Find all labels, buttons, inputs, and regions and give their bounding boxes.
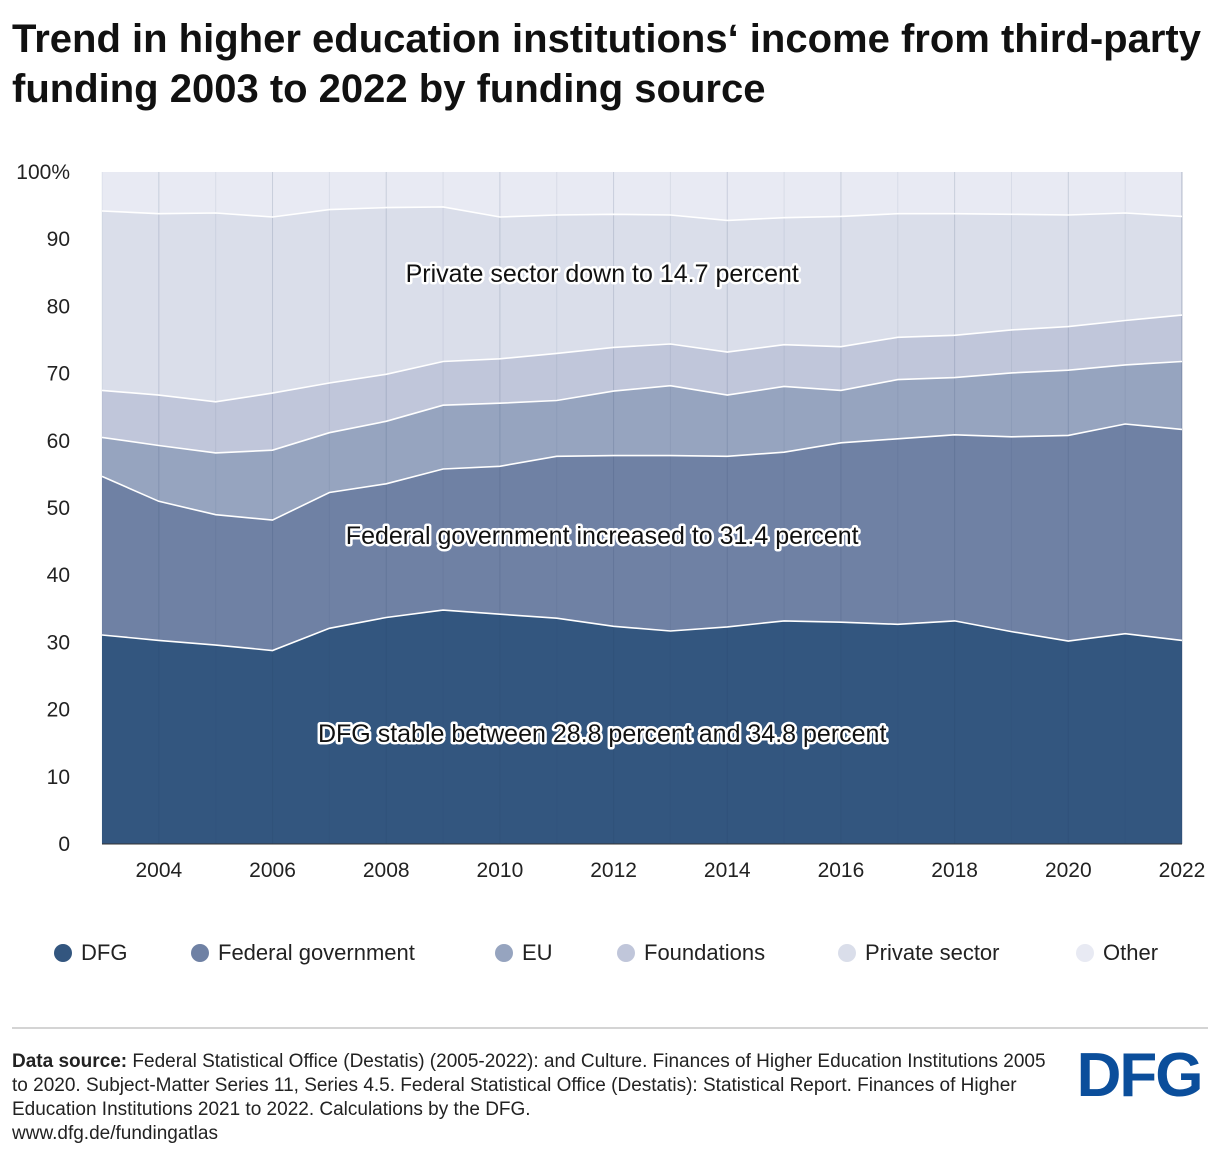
area-foundations [102, 315, 1182, 453]
y-tick-label: 40 [47, 564, 70, 587]
y-tick-label: 80 [47, 295, 70, 318]
x-tick-label: 2004 [135, 859, 182, 882]
y-tick-label: 100% [16, 161, 70, 184]
annotation-label: DFG stable between 28.8 percent and 34.8… [318, 720, 886, 748]
dfg-logo-text: DFG [1077, 1046, 1202, 1102]
legend-item-federal-government: Federal government [191, 940, 415, 966]
legend: DFG Federal government EU Foundations Privat… [54, 940, 1204, 974]
y-tick-label: 70 [47, 363, 70, 386]
legend-item-private-sector: Private sector [838, 940, 1000, 966]
y-tick-label: 20 [47, 699, 70, 722]
x-tick-label: 2018 [931, 859, 978, 882]
footer-divider [12, 1027, 1208, 1029]
legend-swatch [838, 944, 856, 962]
y-tick-label: 50 [47, 497, 70, 520]
x-tick-label: 2022 [1159, 859, 1206, 882]
legend-item-dfg: DFG [54, 940, 127, 966]
annotation-label: Federal government increased to 31.4 per… [346, 522, 859, 550]
legend-item-eu: EU [495, 940, 553, 966]
chart-title: Trend in higher education institutions‘ … [12, 17, 1201, 111]
area-eu [102, 361, 1182, 521]
x-tick-label: 2008 [363, 859, 410, 882]
area-private-sector [102, 206, 1182, 402]
legend-swatch [617, 944, 635, 962]
legend-swatch [54, 944, 72, 962]
legend-label: EU [522, 940, 553, 965]
legend-label: Other [1103, 940, 1159, 965]
source-text: Federal Statistical Office (Destatis) (2… [12, 1051, 1046, 1120]
legend-label: Private sector [865, 940, 1000, 965]
x-tick-label: 2014 [704, 859, 751, 882]
legend-swatch [191, 944, 209, 962]
x-tick-label: 2010 [477, 859, 524, 882]
area-other [102, 172, 1182, 221]
line-private-sector [101, 206, 1183, 222]
x-tick-label: 2020 [1045, 859, 1092, 882]
y-tick-label: 90 [47, 228, 70, 251]
dfg-logo: DFG [1077, 1046, 1204, 1102]
annotation-label: Private sector down to 14.7 percent [406, 260, 799, 288]
x-tick-label: 2012 [590, 859, 637, 882]
source-label: Data source: [12, 1051, 128, 1072]
area-federal-government [102, 424, 1182, 651]
y-tick-label: 10 [47, 766, 70, 789]
axes: 0 10 20 30 40 50 60 70 80 90 100% 2004 2006 2008 2010 2… [16, 161, 1205, 882]
legend-swatch [495, 944, 513, 962]
legend-item-foundations: Foundations [617, 940, 765, 966]
area-series [102, 172, 1182, 844]
y-tick-label: 60 [47, 430, 70, 453]
source-note: Data source: Federal Statistical Office … [12, 1050, 1052, 1146]
grid-lines [101, 172, 1183, 844]
legend-swatch [1076, 944, 1094, 962]
x-tick-label: 2016 [818, 859, 865, 882]
line-foundations [101, 314, 1183, 403]
legend-item-other: Other [1076, 940, 1158, 966]
x-tick-label: 2006 [249, 859, 296, 882]
source-url[interactable]: www.dfg.de/fundingatlas [12, 1123, 218, 1144]
annotations: Private sector down to 14.7 percent Feder… [315, 257, 888, 750]
series-boundary-lines [101, 206, 1183, 652]
line-dfg [101, 609, 1183, 652]
line-eu [101, 360, 1183, 454]
y-tick-label: 0 [58, 833, 70, 856]
legend-label: Federal government [218, 940, 415, 965]
legend-label: DFG [81, 940, 128, 965]
legend-label: Foundations [644, 940, 766, 965]
area-dfg [102, 610, 1182, 844]
stacked-area-chart: 0 10 20 30 40 50 60 70 80 90 100% 2004 2006 2008 2010 2… [16, 161, 1205, 882]
line-federal-government [101, 423, 1183, 521]
y-tick-label: 30 [47, 631, 70, 654]
